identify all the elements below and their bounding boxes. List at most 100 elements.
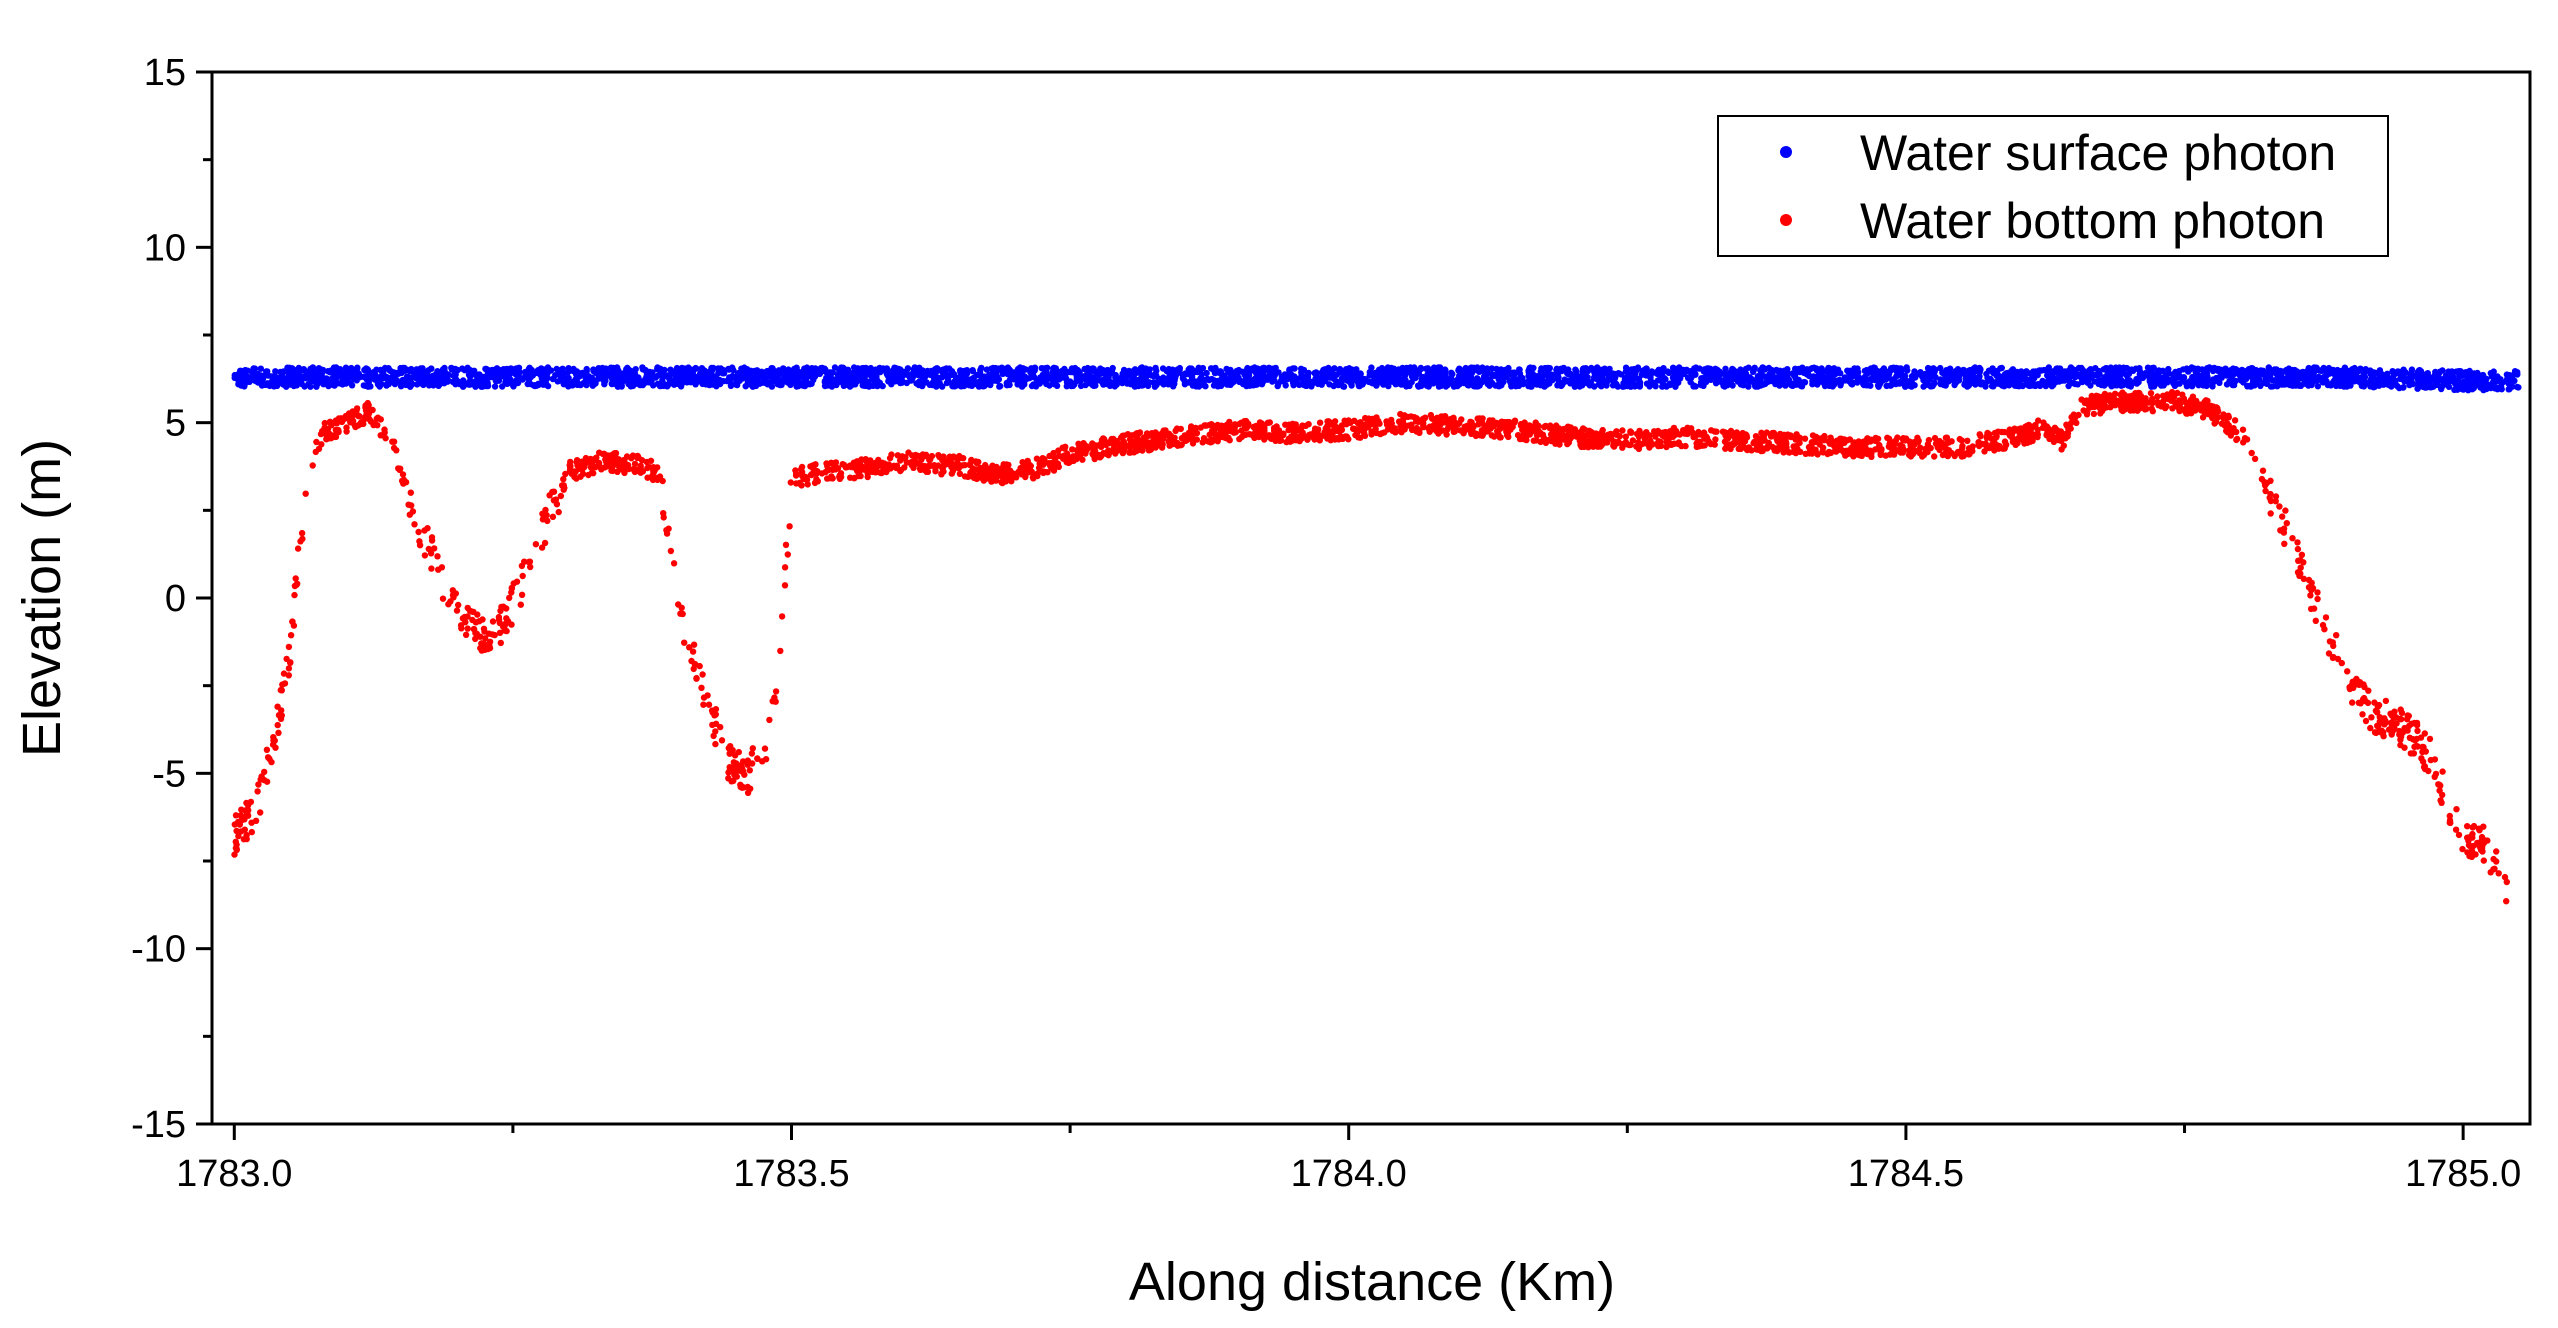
surface-photon-point — [2226, 378, 2233, 385]
surface-photon-point — [1235, 368, 1242, 375]
surface-photon-point — [1146, 366, 1154, 373]
surface-photon-point — [1718, 378, 1725, 386]
surface-photon-point — [2444, 373, 2451, 380]
surface-photon-point — [822, 368, 830, 376]
bottom-photon-point — [2073, 419, 2080, 427]
surface-photon-point — [1558, 381, 1566, 389]
surface-photon-point — [366, 375, 373, 383]
surface-photon-point — [2206, 364, 2213, 371]
surface-photon-point — [577, 370, 584, 377]
surface-photon-point — [702, 381, 710, 388]
surface-photon-point — [941, 368, 948, 375]
surface-photon-point — [948, 371, 956, 378]
surface-photon-point — [1468, 364, 1475, 371]
surface-photon-point — [483, 382, 490, 390]
surface-photon-point — [832, 378, 840, 385]
surface-photon-point — [1636, 383, 1644, 390]
surface-photon-point — [510, 383, 517, 390]
surface-photon-point — [1784, 369, 1791, 377]
surface-photon-point — [2492, 376, 2499, 383]
surface-photon-point — [1887, 382, 1895, 389]
bottom-photon-point — [718, 737, 726, 744]
surface-photon-point — [919, 367, 926, 374]
surface-photon-point — [1509, 369, 1516, 376]
surface-photon-point — [309, 364, 317, 371]
surface-photon-point — [635, 374, 642, 381]
bottom-photon-point — [1721, 438, 1729, 445]
surface-photon-point — [2147, 368, 2155, 375]
surface-photon-point — [2203, 370, 2211, 377]
surface-photon-point — [1456, 365, 1463, 372]
surface-photon-point — [1424, 365, 1432, 372]
surface-photon-point — [658, 371, 665, 379]
surface-photon-point — [1151, 383, 1159, 390]
surface-photon-point — [1193, 383, 1200, 390]
surface-photon-point — [867, 372, 874, 379]
surface-photon-point — [2084, 374, 2091, 382]
surface-photon-point — [1004, 366, 1011, 373]
surface-photon-point — [2377, 377, 2385, 384]
surface-photon-point — [729, 364, 736, 371]
surface-photon-point — [1039, 371, 1047, 378]
surface-photon-point — [1373, 382, 1380, 389]
surface-photon-point — [1984, 378, 1991, 385]
surface-photon-point — [1745, 383, 1752, 390]
surface-photon-point — [1464, 371, 1471, 378]
surface-photon-point — [988, 365, 995, 372]
surface-photon-point — [1625, 373, 1632, 381]
surface-photon-point — [1964, 383, 1971, 390]
surface-photon-point — [2049, 376, 2056, 384]
surface-photon-point — [652, 374, 659, 381]
surface-photon-point — [2165, 365, 2172, 373]
surface-photon-point — [981, 382, 988, 390]
surface-photon-point — [2285, 373, 2293, 380]
surface-photon-point — [796, 379, 803, 386]
surface-photon-point — [1794, 376, 1802, 384]
bottom-photon-point — [2251, 455, 2259, 462]
surface-photon-point — [1032, 383, 1040, 390]
surface-photon-point — [1312, 375, 1319, 382]
bottom-photon-point — [285, 643, 293, 651]
surface-photon-point — [1027, 369, 1034, 376]
surface-photon-point — [1185, 366, 1192, 373]
surface-photon-point — [444, 378, 451, 385]
surface-photon-point — [2416, 381, 2423, 388]
surface-photon-point — [1061, 365, 1068, 373]
surface-photon-point — [2223, 370, 2231, 377]
surface-photon-point — [2023, 368, 2030, 375]
surface-photon-point — [810, 376, 817, 383]
surface-photon-point — [491, 383, 499, 390]
surface-photon-point — [558, 372, 565, 379]
surface-photon-point — [2123, 379, 2130, 386]
surface-photon-point — [2199, 366, 2206, 373]
surface-photon-point — [1061, 374, 1069, 381]
surface-photon-point — [1230, 378, 1238, 385]
surface-photon-point — [994, 377, 1001, 385]
surface-photon-point — [1488, 365, 1496, 372]
surface-photon-point — [1712, 380, 1720, 387]
surface-photon-point — [1039, 378, 1046, 385]
surface-photon-point — [909, 375, 916, 382]
surface-photon-point — [2400, 374, 2408, 381]
surface-photon-point — [1396, 369, 1404, 376]
surface-photon-point — [1525, 367, 1532, 374]
surface-photon-point — [704, 373, 712, 380]
surface-photon-point — [285, 369, 292, 377]
surface-photon-point — [1244, 365, 1251, 372]
surface-photon-point — [428, 365, 435, 372]
surface-photon-point — [1326, 381, 1333, 388]
surface-photon-point — [1832, 378, 1839, 385]
surface-photon-point — [1015, 376, 1022, 383]
surface-photon-point — [1083, 371, 1090, 379]
surface-photon-point — [2295, 382, 2303, 389]
surface-photon-point — [1751, 377, 1758, 384]
surface-photon-point — [414, 369, 421, 376]
surface-photon-point — [1744, 377, 1751, 384]
surface-photon-point — [961, 373, 968, 380]
surface-photon-point — [1326, 371, 1333, 379]
surface-photon-point — [2065, 377, 2072, 384]
surface-photon-point — [2132, 365, 2140, 372]
surface-photon-point — [1588, 366, 1595, 373]
surface-photon-point — [1727, 369, 1735, 376]
surface-photon-point — [1203, 369, 1210, 377]
